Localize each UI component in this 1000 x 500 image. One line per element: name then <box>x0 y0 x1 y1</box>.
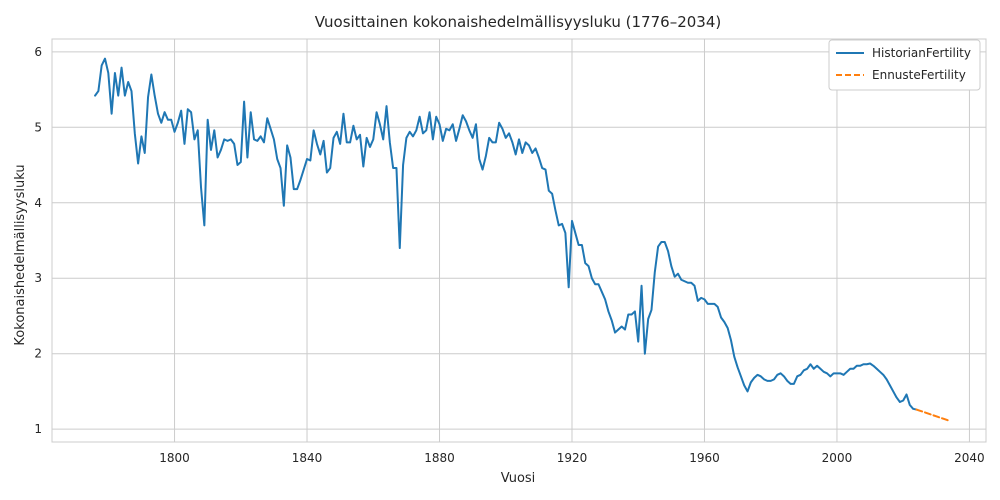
chart-title: Vuosittainen kokonaishedelmällisyysluku … <box>315 13 721 31</box>
y-tick-label: 4 <box>34 196 42 210</box>
legend: HistorianFertility EnnusteFertility <box>828 39 981 91</box>
plot-frame <box>51 38 987 443</box>
x-tick-label: 1960 <box>689 451 720 465</box>
y-tick-label: 6 <box>34 45 42 59</box>
x-grid <box>174 39 970 442</box>
x-axis-label: Vuosi <box>501 471 536 486</box>
x-tick-labels: 1800 1840 1880 1920 1960 2000 2040 <box>159 451 984 465</box>
series-layer <box>94 57 951 422</box>
y-tick-label: 3 <box>34 271 42 285</box>
y-tick-labels: 1 2 3 4 5 6 <box>34 45 42 436</box>
plot-area <box>51 38 987 443</box>
x-tick-label: 1840 <box>292 451 323 465</box>
legend-label-ennuste: EnnusteFertility <box>872 68 966 82</box>
x-tick-label: 2000 <box>822 451 853 465</box>
legend-box <box>828 39 981 91</box>
series-line-historian <box>94 57 918 411</box>
legend-label-historian: HistorianFertility <box>872 46 971 60</box>
x-tick-label: 2040 <box>954 451 985 465</box>
y-axis-label: Kokonaishedelmällisyysluku <box>13 164 28 345</box>
y-tick-label: 5 <box>34 120 42 134</box>
series-line-ennuste <box>915 408 951 422</box>
x-tick-label: 1880 <box>424 451 455 465</box>
y-grid <box>52 51 986 430</box>
x-tick-label: 1920 <box>557 451 588 465</box>
y-tick-label: 1 <box>34 422 42 436</box>
x-tick-label: 1800 <box>159 451 190 465</box>
y-tick-label: 2 <box>34 347 42 361</box>
